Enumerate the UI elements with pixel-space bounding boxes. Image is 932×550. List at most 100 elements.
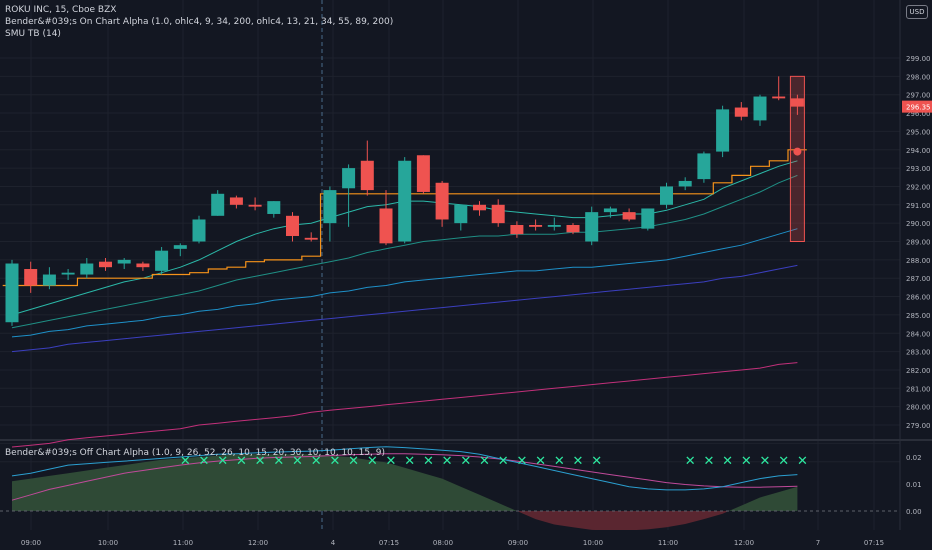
candle-body bbox=[80, 263, 94, 275]
candle-body bbox=[304, 237, 318, 240]
oscillator-area-negative bbox=[12, 511, 798, 530]
candle-body bbox=[398, 160, 412, 242]
candle-body bbox=[697, 153, 711, 180]
candle-body bbox=[5, 263, 19, 323]
price-tick-label: 285.00 bbox=[906, 312, 931, 320]
price-tick-label: 288.00 bbox=[906, 257, 931, 265]
candle-body bbox=[753, 96, 767, 121]
candle-body bbox=[529, 224, 543, 227]
price-tick-label: 297.00 bbox=[906, 92, 931, 100]
price-tick-label: 287.00 bbox=[906, 275, 931, 283]
price-tick-label: 298.00 bbox=[906, 73, 931, 81]
price-tick-label: 283.00 bbox=[906, 349, 931, 357]
candle-body bbox=[454, 204, 468, 224]
oscillator-pane: ✕ ✕ ✕ ✕ ✕ ✕ ✕ ✕ ✕ ✕ ✕ ✕ ✕ ✕ ✕ ✕ ✕ ✕ ✕ ✕ ✕ ✕ ✕ ✕ ✕ ✕ ✕ ✕ ✕ ✕ bbox=[0, 446, 900, 530]
x-marker: ✕ bbox=[479, 454, 490, 469]
price-tick-label: 289.00 bbox=[906, 239, 931, 247]
candle-body bbox=[491, 204, 505, 224]
price-tick-label: 292.00 bbox=[906, 183, 931, 191]
x-marker: ✕ bbox=[703, 454, 714, 469]
candle-body bbox=[603, 208, 617, 213]
candle-body bbox=[323, 190, 337, 224]
price-tick-label: 279.00 bbox=[906, 422, 931, 430]
candle-body bbox=[585, 212, 599, 242]
candle-body bbox=[360, 160, 374, 191]
time-tick-label: 08:00 bbox=[433, 539, 453, 547]
step-trail-line bbox=[2, 149, 807, 287]
candle-body bbox=[566, 224, 580, 233]
candle-body bbox=[211, 193, 225, 216]
x-marker: ✕ bbox=[797, 454, 808, 469]
candle-body bbox=[229, 197, 243, 205]
candle-body bbox=[42, 274, 56, 286]
x-marker: ✕ bbox=[404, 454, 415, 469]
x-marker: ✕ bbox=[255, 454, 266, 469]
time-tick-label: 09:00 bbox=[21, 539, 41, 547]
candle-body bbox=[155, 250, 169, 271]
candle-body bbox=[416, 155, 430, 192]
oscillator-line-a bbox=[11, 446, 798, 491]
ma-long-line bbox=[11, 362, 798, 448]
last-price-tag bbox=[902, 100, 932, 113]
signal-highlight-box bbox=[789, 75, 805, 242]
osc-tick-label: 0.01 bbox=[906, 481, 922, 489]
x-marker: ✕ bbox=[199, 454, 210, 469]
indicator-legend-2: SMU TB (14) bbox=[5, 29, 61, 39]
candle-body bbox=[790, 98, 804, 107]
x-marker: ✕ bbox=[591, 454, 602, 469]
x-marker: ✕ bbox=[778, 454, 789, 469]
time-tick-label: 11:00 bbox=[658, 539, 678, 547]
time-tick-label: 4 bbox=[331, 539, 336, 547]
ma-mid-line bbox=[11, 228, 798, 338]
price-tick-label: 282.00 bbox=[906, 367, 931, 375]
candle-body bbox=[435, 182, 449, 220]
x-marker: ✕ bbox=[180, 454, 191, 469]
time-tick-label: 12:00 bbox=[734, 539, 754, 547]
candle-body bbox=[342, 168, 356, 189]
candle-body bbox=[641, 208, 655, 229]
candles bbox=[5, 76, 804, 326]
price-tick-label: 281.00 bbox=[906, 385, 931, 393]
oscillator-line-b bbox=[11, 453, 798, 501]
candle-body bbox=[136, 263, 150, 268]
x-marker: ✕ bbox=[348, 454, 359, 469]
candle-body bbox=[622, 212, 636, 220]
candle-body bbox=[379, 208, 393, 244]
price-axis: 299.00 298.00 297.00 296.00 295.00 294.00 293.… bbox=[902, 55, 932, 516]
x-marker: ✕ bbox=[442, 454, 453, 469]
x-marker: ✕ bbox=[217, 454, 228, 469]
time-tick-label: 09:00 bbox=[508, 539, 528, 547]
price-tick-label: 293.00 bbox=[906, 165, 931, 173]
x-marker: ✕ bbox=[516, 454, 527, 469]
x-marker: ✕ bbox=[292, 454, 303, 469]
candle-body bbox=[117, 259, 131, 264]
x-marker: ✕ bbox=[367, 454, 378, 469]
chart-title: ROKU INC, 15, Cboe BZX bbox=[5, 5, 117, 15]
x-marker: ✕ bbox=[760, 454, 771, 469]
time-tick-label: 07:15 bbox=[379, 539, 399, 547]
candle-body bbox=[286, 215, 299, 236]
candle-body bbox=[267, 201, 281, 214]
x-marker: ✕ bbox=[573, 454, 584, 469]
x-marker: ✕ bbox=[741, 454, 752, 469]
candle-body bbox=[734, 107, 748, 117]
candle-body bbox=[473, 204, 486, 211]
time-tick-label: 11:00 bbox=[173, 539, 193, 547]
price-tick-label: 286.00 bbox=[906, 294, 931, 302]
ma-slow-line bbox=[11, 264, 798, 353]
indicator-legend-1: Bender&#039;s On Chart Alpha (1.0, ohlc4… bbox=[5, 17, 394, 27]
x-marker: ✕ bbox=[236, 454, 247, 469]
osc-tick-label: 0.00 bbox=[906, 508, 922, 516]
candle-body bbox=[716, 109, 730, 152]
oscillator-legend: Bender&#039;s Off Chart Alpha (1.0, 9, 2… bbox=[5, 448, 386, 458]
x-marker: ✕ bbox=[722, 454, 733, 469]
oscillator-area-positive bbox=[12, 454, 798, 511]
time-axis: 09:00 10:00 11:00 12:00 4 07:15 08:00 09:00 10:0… bbox=[21, 539, 884, 547]
candle-body bbox=[547, 224, 561, 227]
candle-body bbox=[660, 186, 673, 205]
currency-badge[interactable]: USD bbox=[906, 5, 928, 19]
time-tick-label: 10:00 bbox=[583, 539, 603, 547]
candle-body bbox=[173, 245, 187, 249]
